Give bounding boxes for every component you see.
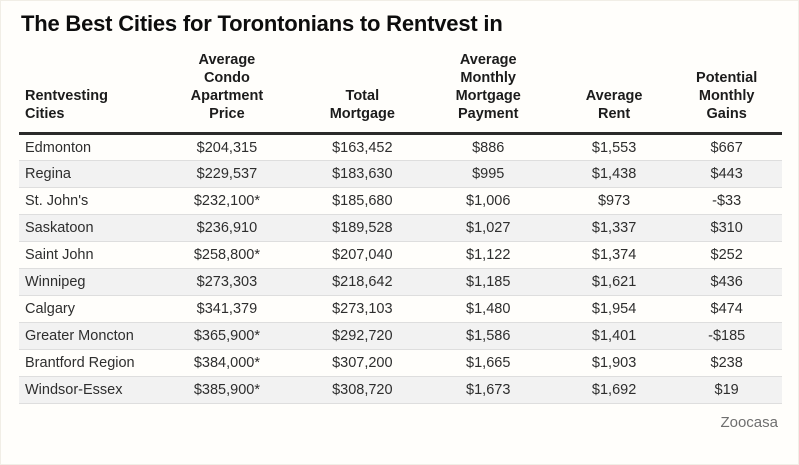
page-title: The Best Cities for Torontonians to Rent… (21, 11, 503, 36)
mortgage-payment-cell: $1,122 (419, 241, 557, 269)
mortgage-payment-cell: $1,480 (419, 295, 557, 323)
table-row: Edmonton $204,315 $163,452 $886 $1,553 $… (19, 133, 782, 161)
total-mortgage-cell: $185,680 (305, 187, 420, 215)
avg-rent-cell: $1,954 (556, 295, 672, 323)
col-header-mortgage-payment: Average Monthly Mortgage Payment (419, 51, 557, 135)
col-header-total-mortgage: Total Mortgage (305, 51, 420, 135)
mortgage-payment-cell: $886 (419, 133, 557, 161)
total-mortgage-cell: $207,040 (305, 241, 420, 269)
source-attribution: Zoocasa (720, 414, 778, 431)
city-cell: Greater Moncton (19, 322, 149, 350)
table-row: Saint John $258,800* $207,040 $1,122 $1,… (19, 241, 782, 269)
condo-price-cell: $273,303 (148, 268, 306, 296)
avg-rent-cell: $1,903 (556, 349, 672, 377)
col-header-rentvesting-cities: Rentvesting Cities (19, 51, 149, 135)
condo-price-cell: $341,379 (148, 295, 306, 323)
city-cell: Saskatoon (19, 214, 149, 242)
table-row: Brantford Region $384,000* $307,200 $1,6… (19, 349, 782, 377)
table-row: Winnipeg $273,303 $218,642 $1,185 $1,621… (19, 268, 782, 296)
total-mortgage-cell: $183,630 (305, 160, 420, 188)
monthly-gains-cell: $19 (671, 376, 782, 404)
monthly-gains-cell: $252 (671, 241, 782, 269)
total-mortgage-cell: $273,103 (305, 295, 420, 323)
monthly-gains-cell: $443 (671, 160, 782, 188)
avg-rent-cell: $1,438 (556, 160, 672, 188)
monthly-gains-cell: $310 (671, 214, 782, 242)
table-header-row: Rentvesting Cities Average Condo Apartme… (19, 51, 782, 135)
col-header-average-rent: Average Rent (556, 51, 672, 135)
avg-rent-cell: $1,692 (556, 376, 672, 404)
city-cell: Saint John (19, 241, 149, 269)
condo-price-cell: $229,537 (148, 160, 306, 188)
mortgage-payment-cell: $1,586 (419, 322, 557, 350)
rentvest-table: Rentvesting Cities Average Condo Apartme… (19, 51, 782, 404)
table-row: Greater Moncton $365,900* $292,720 $1,58… (19, 322, 782, 350)
mortgage-payment-cell: $1,665 (419, 349, 557, 377)
monthly-gains-cell: -$185 (671, 322, 782, 350)
total-mortgage-cell: $163,452 (305, 133, 420, 161)
city-cell: Windsor-Essex (19, 376, 149, 404)
condo-price-cell: $232,100* (148, 187, 306, 215)
city-cell: Brantford Region (19, 349, 149, 377)
monthly-gains-cell: $474 (671, 295, 782, 323)
city-cell: Edmonton (19, 133, 149, 161)
condo-price-cell: $385,900* (148, 376, 306, 404)
mortgage-payment-cell: $995 (419, 160, 557, 188)
mortgage-payment-cell: $1,006 (419, 187, 557, 215)
table-row: Regina $229,537 $183,630 $995 $1,438 $44… (19, 160, 782, 188)
total-mortgage-cell: $308,720 (305, 376, 420, 404)
table-row: St. John's $232,100* $185,680 $1,006 $97… (19, 187, 782, 215)
table-row: Windsor-Essex $385,900* $308,720 $1,673 … (19, 376, 782, 404)
avg-rent-cell: $973 (556, 187, 672, 215)
monthly-gains-cell: $238 (671, 349, 782, 377)
total-mortgage-cell: $307,200 (305, 349, 420, 377)
monthly-gains-cell: -$33 (671, 187, 782, 215)
condo-price-cell: $258,800* (148, 241, 306, 269)
condo-price-cell: $236,910 (148, 214, 306, 242)
col-header-condo-price: Average Condo Apartment Price (148, 51, 306, 135)
avg-rent-cell: $1,374 (556, 241, 672, 269)
total-mortgage-cell: $189,528 (305, 214, 420, 242)
total-mortgage-cell: $218,642 (305, 268, 420, 296)
table-row: Calgary $341,379 $273,103 $1,480 $1,954 … (19, 295, 782, 323)
total-mortgage-cell: $292,720 (305, 322, 420, 350)
table-row: Saskatoon $236,910 $189,528 $1,027 $1,33… (19, 214, 782, 242)
mortgage-payment-cell: $1,185 (419, 268, 557, 296)
condo-price-cell: $204,315 (148, 133, 306, 161)
city-cell: Winnipeg (19, 268, 149, 296)
monthly-gains-cell: $436 (671, 268, 782, 296)
rentvest-infographic: The Best Cities for Torontonians to Rent… (1, 1, 798, 431)
col-header-monthly-gains: Potential Monthly Gains (671, 51, 782, 135)
monthly-gains-cell: $667 (671, 133, 782, 161)
mortgage-payment-cell: $1,673 (419, 376, 557, 404)
city-cell: St. John's (19, 187, 149, 215)
mortgage-payment-cell: $1,027 (419, 214, 557, 242)
city-cell: Regina (19, 160, 149, 188)
avg-rent-cell: $1,401 (556, 322, 672, 350)
avg-rent-cell: $1,337 (556, 214, 672, 242)
city-cell: Calgary (19, 295, 149, 323)
condo-price-cell: $365,900* (148, 322, 306, 350)
avg-rent-cell: $1,553 (556, 133, 672, 161)
avg-rent-cell: $1,621 (556, 268, 672, 296)
condo-price-cell: $384,000* (148, 349, 306, 377)
